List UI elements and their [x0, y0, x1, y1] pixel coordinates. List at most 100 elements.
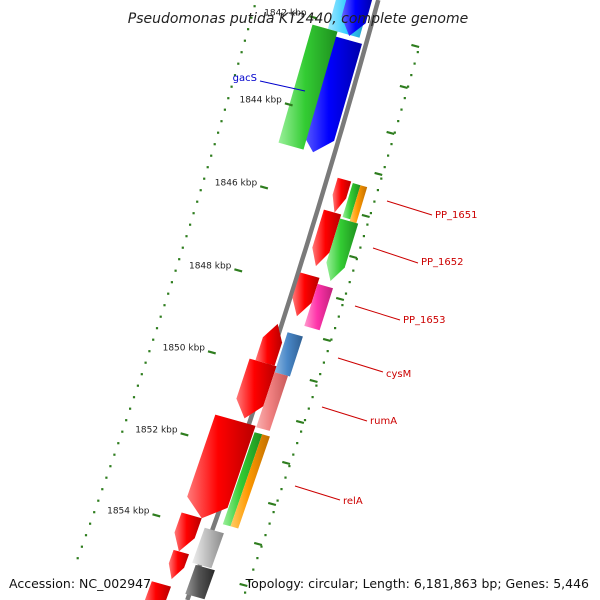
scale-dot: [220, 120, 223, 123]
gene-callout: PP_1653: [354, 305, 446, 326]
scale-dot: [199, 189, 202, 192]
scale-dot: [243, 39, 246, 42]
tick-mark-outer: [309, 378, 318, 384]
gene-block-salmon-ruma: [256, 372, 288, 431]
gene-track: [144, 0, 373, 600]
gene-arrow-red: [168, 549, 189, 580]
gene-label-ruma: rumA: [370, 416, 397, 427]
scale-dot: [250, 16, 253, 19]
callout-line: [354, 305, 401, 321]
gene-callout: rumA: [321, 406, 397, 427]
scale-dot: [376, 189, 379, 192]
genome-summary-text: Topology: circular; Length: 6,181,863 bp…: [245, 576, 589, 591]
scale-dot: [380, 177, 383, 180]
scale-dot: [148, 350, 151, 353]
scale-dot: [105, 476, 108, 479]
tick-mark-outer: [335, 296, 345, 302]
tick-mark: [152, 513, 161, 518]
callout-line: [372, 247, 419, 264]
scale-dot: [366, 223, 369, 226]
scale-dot: [227, 97, 230, 100]
scale-dot: [315, 384, 318, 387]
scale-dot: [387, 154, 390, 157]
scale-dot: [84, 534, 88, 537]
scale-dot: [117, 442, 120, 445]
scale-tick: 1852 kbp: [135, 425, 291, 466]
callout-line: [294, 485, 341, 501]
scale-dot: [303, 419, 307, 422]
scale-dot: [155, 327, 159, 330]
scale-dot: [330, 338, 333, 341]
gene-label-rela: relA: [343, 496, 363, 507]
scale-dot: [152, 338, 155, 341]
scale-dot: [390, 143, 393, 146]
tick-label: 1854 kbp: [107, 506, 150, 516]
scale-dot: [125, 419, 128, 422]
scale-dot: [163, 304, 166, 307]
tick-mark: [259, 185, 269, 190]
minor-tick-mark: [239, 582, 248, 588]
scale-dot: [383, 166, 386, 169]
tick-mark-outer: [253, 541, 263, 547]
scale-tick: 1846 kbp: [215, 178, 370, 219]
scale-dot: [407, 85, 410, 88]
gene-label-gacs: gacS: [233, 73, 257, 84]
scale-dot: [253, 5, 256, 8]
scale-dot: [268, 522, 271, 525]
scale-dot: [322, 361, 325, 364]
gene-arrow-blue: [341, 0, 373, 36]
tick-mark-outer: [282, 460, 291, 466]
scale-dot: [292, 453, 295, 456]
scale-dot: [121, 430, 124, 433]
scale-dot: [373, 200, 376, 203]
scale-ticks: 1842 kbp 1844 kbp 1846 kbp 1848 kbp 1850 kbp…: [107, 8, 420, 588]
gene-block-orange-rela: [230, 434, 270, 529]
gene-callout: cysM: [337, 357, 411, 380]
scale-dot: [416, 51, 419, 54]
gene-label-cysm: cysM: [386, 369, 411, 380]
gene-arrow-red: [332, 177, 352, 213]
scale-dot: [247, 28, 250, 31]
scale-dot: [355, 258, 358, 261]
scale-dot: [272, 511, 275, 514]
minor-tick-mark: [374, 171, 383, 177]
scale-dot: [136, 384, 139, 387]
gene-arrow-red: [255, 323, 283, 366]
scale-dot: [76, 557, 79, 560]
scale-dot: [296, 442, 299, 445]
scale-dot: [170, 281, 173, 284]
scale-dot: [369, 212, 372, 215]
scale-dot: [185, 235, 188, 238]
gene-block-steelblue-cysm: [274, 332, 303, 377]
gene-callout: PP_1651: [386, 200, 478, 221]
tick-mark: [207, 350, 216, 355]
callout-line: [321, 406, 368, 422]
scale-dot: [189, 223, 192, 226]
gene-arrow-red: [174, 512, 202, 552]
scale-dot: [192, 212, 195, 215]
tick-label: 1848 kbp: [189, 261, 232, 271]
scale-dot: [237, 62, 240, 65]
scale-dot: [337, 315, 340, 318]
scale-tick: 1842 kbp: [264, 8, 420, 49]
scale-dot: [167, 292, 170, 295]
dotted-line-outer: [244, 51, 419, 594]
scale-dot: [311, 396, 314, 399]
scale-dot: [276, 499, 279, 502]
scale-tick: 1854 kbp: [107, 506, 263, 547]
scale-tick: 1844 kbp: [239, 95, 395, 136]
scale-dot: [80, 545, 83, 548]
scale-dot: [101, 488, 104, 491]
scale-dot: [359, 246, 362, 249]
scale-dot: [109, 465, 112, 468]
gene-block-green-gacs: [278, 24, 338, 150]
tick-label: 1850 kbp: [163, 343, 206, 353]
tick-mark-outer: [361, 213, 370, 219]
scale-dot: [230, 85, 233, 88]
scale-dot: [307, 407, 310, 410]
callout-line: [337, 357, 384, 373]
gene-arrow-red: [312, 209, 342, 267]
scale-dot: [319, 373, 322, 376]
scale-dot: [217, 131, 220, 134]
